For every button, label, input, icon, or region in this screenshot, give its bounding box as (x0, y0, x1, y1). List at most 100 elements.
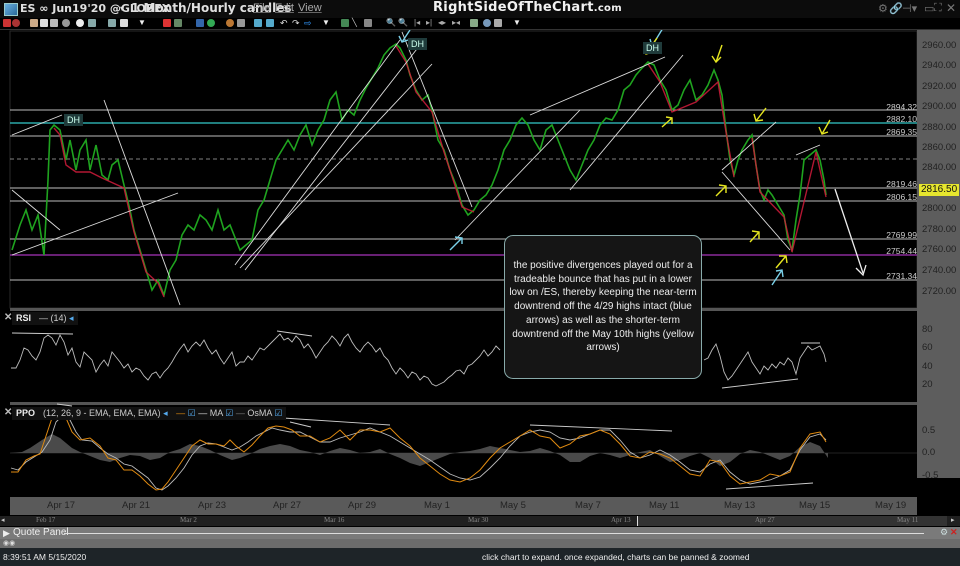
nav-right-icon[interactable]: ▸ (951, 516, 955, 524)
y-tick: 2920.00 (922, 81, 957, 92)
nav-left-icon[interactable]: ◂ (1, 516, 5, 524)
projection-arrow (834, 188, 867, 277)
trend-tool-icon[interactable] (237, 19, 245, 27)
navigator-strip[interactable] (0, 516, 960, 526)
level-label: 2882.10 (886, 114, 917, 124)
line-tool-icon[interactable]: ╲ (352, 18, 357, 27)
x-tick: May 15 (799, 500, 831, 511)
grid-icon[interactable] (40, 19, 48, 27)
close-rsi-icon[interactable]: ✕ (4, 312, 13, 323)
quote-close-icon[interactable]: ✕ (950, 527, 958, 537)
wrench-icon[interactable] (494, 19, 502, 27)
y-tick: 2800.00 (922, 203, 957, 214)
rsi-tick: 80 (922, 324, 933, 335)
symbol-selector[interactable]: ES ∞ Jun19'20 @GLOBEX (20, 2, 171, 15)
navigator-window[interactable] (637, 516, 947, 526)
current-price-badge: 2816.50 (919, 184, 960, 196)
quote-panel-header[interactable]: ▶ Quote Panel ⚙ ✕ (0, 527, 960, 539)
level-label: 2894.32 (886, 102, 917, 112)
expand-icon[interactable]: ◂▸ (438, 18, 447, 27)
minimize-icon[interactable]: ▭ (924, 3, 935, 15)
menu-file[interactable]: File (253, 2, 271, 14)
period-selector[interactable]: 1 Month/Hourly candles (131, 1, 292, 15)
y-tick: 2860.00 (922, 142, 957, 153)
filter-icon[interactable]: ▼ (138, 18, 146, 27)
pin-icon[interactable]: ⊣▾ (902, 3, 918, 15)
nav-tick: Feb 17 (36, 516, 56, 524)
ppo-tick: 0.5 (922, 425, 936, 436)
more-dropdown-icon[interactable]: ▼ (513, 18, 521, 27)
x-tick: Apr 21 (122, 500, 150, 511)
x-tick: May 5 (500, 500, 526, 511)
rsi-divergence-lines (11, 330, 820, 389)
price-chart[interactable] (0, 30, 960, 492)
menu-edit[interactable]: Edit (275, 2, 294, 14)
settings-icon[interactable]: ⚙ (878, 3, 888, 15)
link-icon[interactable]: 🔗 (889, 3, 903, 15)
nav-tick: Mar 16 (324, 516, 345, 524)
y-tick: 2780.00 (922, 224, 957, 235)
arrow-right-icon[interactable]: ⇨ (304, 18, 312, 28)
nav-tick: Mar 30 (468, 516, 489, 524)
close-chart-icon[interactable] (3, 19, 11, 27)
rsi-tick: 20 (922, 379, 933, 390)
y-tick: 2900.00 (922, 101, 957, 112)
title-bar: ES ∞ Jun19'20 @GLOBEX ▾ 1 Month/Hourly c… (0, 0, 960, 19)
rsi-tick: 40 (922, 361, 933, 372)
chart-type-icon[interactable] (341, 19, 349, 27)
target-icon[interactable] (226, 19, 234, 27)
quote-settings-icon[interactable]: ⚙ (940, 527, 949, 537)
nav-tick: May 11 (897, 516, 919, 524)
scroll-left-icon[interactable]: |◂ (414, 18, 421, 27)
rsi-legend: RSI — (14) ◂ (12, 312, 78, 325)
scroll-right-icon[interactable]: ▸| (426, 18, 433, 27)
quote-scroll-icon[interactable]: ◉◉ (3, 540, 16, 547)
close-icon[interactable]: ✕ (946, 1, 957, 15)
refresh-icon[interactable] (483, 19, 491, 27)
undo-icon[interactable]: ↶ (280, 18, 288, 28)
compress-icon[interactable]: ▸◂ (452, 18, 461, 27)
snapshot-icon[interactable] (62, 19, 70, 27)
circle-icon[interactable] (76, 19, 84, 27)
menu-view[interactable]: View (298, 2, 322, 14)
x-axis[interactable] (10, 497, 917, 515)
y-tick: 2960.00 (922, 40, 957, 51)
period-dropdown-icon[interactable]: ▾ (284, 4, 289, 13)
double-top-label: DH (643, 42, 662, 54)
crosshair-icon[interactable] (12, 19, 20, 27)
x-tick: Apr 23 (198, 500, 226, 511)
indicator-icon[interactable] (207, 19, 215, 27)
tile-icon[interactable] (120, 19, 128, 27)
layout-icon[interactable] (108, 19, 116, 27)
y-tick: 2880.00 (922, 122, 957, 133)
y-tick: 2720.00 (922, 286, 957, 297)
level-label: 2731.34 (886, 271, 917, 281)
level-label: 2869.35 (886, 127, 917, 137)
paint-icon[interactable] (470, 19, 478, 27)
redo-icon[interactable]: ↷ (292, 18, 300, 28)
maximize-icon[interactable]: ⛶ (934, 2, 942, 14)
draw-line-icon[interactable] (163, 19, 171, 27)
zoom-in-icon[interactable]: 🔍 (386, 18, 396, 27)
zoom-out-icon[interactable]: 🔍 (398, 18, 408, 27)
trendlines (11, 31, 821, 306)
x-tick: May 7 (575, 500, 601, 511)
y-axis[interactable] (917, 30, 960, 478)
print-icon[interactable] (50, 19, 58, 27)
mountain-icon[interactable] (196, 19, 204, 27)
double-top-label: DH (64, 114, 83, 126)
bars-icon[interactable] (174, 19, 182, 27)
text-box-icon[interactable] (266, 19, 274, 27)
symbol-dropdown-icon[interactable]: ▾ (120, 4, 125, 13)
expand-quote-icon[interactable]: ▶ (3, 528, 10, 538)
pointer-icon[interactable] (30, 19, 38, 27)
y-tick: 2760.00 (922, 244, 957, 255)
image-icon[interactable] (88, 19, 96, 27)
y-tick: 2940.00 (922, 60, 957, 71)
filter2-icon[interactable]: ▼ (322, 18, 330, 27)
close-ppo-icon[interactable]: ✕ (4, 407, 13, 418)
ppo-tick: 0.0 (922, 447, 936, 458)
status-bar: 8:39:51 AM 5/15/2020 click chart to expa… (0, 548, 960, 566)
text-icon[interactable] (254, 19, 262, 27)
channel-tool-icon[interactable] (364, 19, 372, 27)
